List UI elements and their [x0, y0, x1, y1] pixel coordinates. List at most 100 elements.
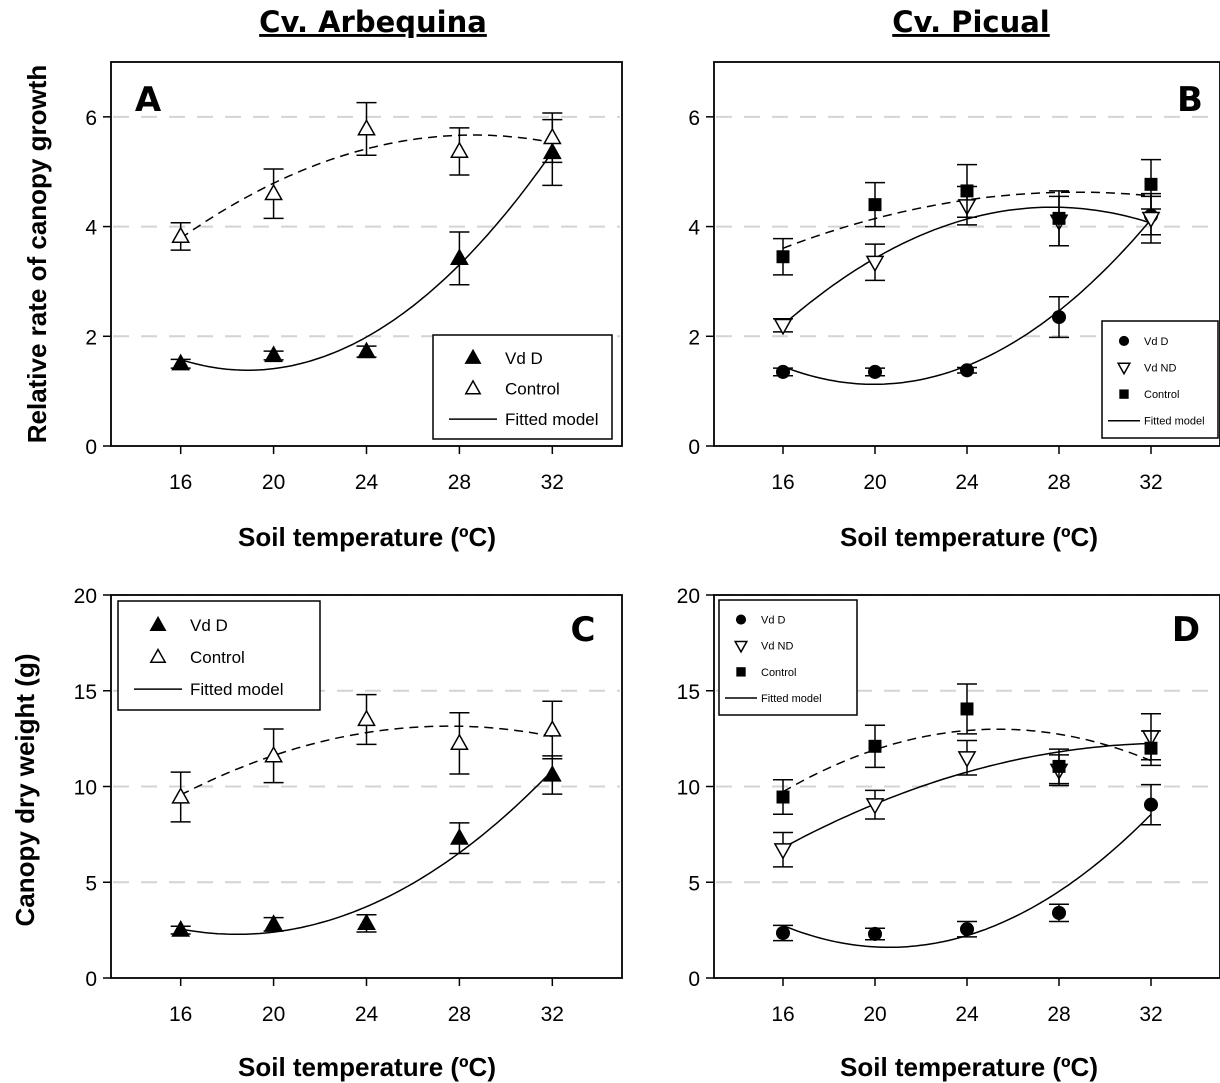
data-point-vd-d [959, 363, 975, 378]
data-point-vd-d [450, 248, 469, 265]
legend-marker-vd-nd [733, 640, 749, 654]
fitted-curve-vd-d [782, 219, 1152, 386]
x-tick-label: 16 [169, 1003, 192, 1026]
y-tick-label: 6 [688, 107, 700, 130]
data-point-vd-d [171, 353, 191, 371]
y-tick-label: 2 [85, 326, 97, 349]
panel-d: 0 5 10 15 20 16 20 24 28 32 D Vd D Vd ND Control Fitte… [677, 585, 1220, 1026]
column-title-arbequina: Cv. Arbequina [259, 5, 487, 39]
y-axis-title-bottom: Canopy dry weight (g) [10, 654, 40, 927]
legend: Vd D Vd ND Control Fitted model [1101, 320, 1219, 439]
data-point-control [868, 739, 882, 753]
y-tick-label: 0 [688, 436, 700, 459]
data-point-vd-d [357, 341, 376, 359]
data-point-vd-d [357, 913, 376, 931]
y-tick-label: 2 [688, 326, 700, 349]
legend-marker-control [149, 647, 167, 664]
data-point-vd-d [171, 920, 191, 937]
data-point-control [542, 719, 562, 737]
data-point-vd-d [1143, 797, 1159, 812]
y-tick-label: 0 [85, 968, 97, 991]
y-tick-label: 0 [85, 436, 97, 459]
y-tick-label: 0 [688, 968, 700, 991]
y-tick-label: 5 [688, 872, 700, 895]
legend: Vd D Control Fitted model [117, 600, 321, 711]
data-point-control [171, 786, 191, 804]
data-point-vd-nd [865, 255, 885, 273]
data-point-control [264, 183, 283, 201]
data-point-control [1052, 211, 1066, 225]
x-tick-label: 20 [863, 471, 886, 494]
data-point-control [1144, 177, 1158, 191]
x-axis-title-c: Soil temperature (ºC) [238, 1052, 496, 1082]
x-tick-label: 24 [955, 1003, 979, 1026]
legend-marker-vd-nd [1116, 362, 1132, 376]
data-point-vd-d [867, 364, 883, 379]
legend-label-control: Control [190, 648, 245, 667]
x-tick-label: 24 [355, 471, 379, 494]
legend-marker-control [736, 667, 746, 677]
data-point-vd-d [775, 364, 791, 379]
x-tick-label: 28 [1047, 471, 1070, 494]
data-point-vd-d [264, 914, 283, 931]
y-tick-label: 4 [688, 217, 700, 240]
data-point-control [1052, 759, 1066, 773]
data-point-vd-d [1051, 310, 1067, 325]
fitted-curve-vd-d [180, 151, 553, 371]
data-point-vd-nd [773, 318, 793, 336]
x-tick-label: 16 [771, 471, 794, 494]
y-tick-label: 20 [677, 585, 700, 608]
data-point-control [171, 226, 191, 244]
x-tick-label: 28 [448, 471, 471, 494]
y-tick-label: 6 [85, 107, 97, 130]
legend-label-control: Control [761, 667, 796, 679]
data-point-control [776, 250, 790, 264]
y-tick-label: 20 [74, 585, 97, 608]
legend-marker-vd-d [1118, 335, 1130, 347]
legend-frame [117, 600, 321, 711]
legend-label-vd-d: Vd D [761, 615, 786, 627]
legend-label-vd-d: Vd D [190, 616, 228, 635]
panel-letter: D [1172, 610, 1200, 650]
x-tick-label: 32 [1139, 1003, 1162, 1026]
data-point-vd-d [450, 828, 469, 845]
legend: Vd D Control Fitted model [432, 334, 613, 440]
data-point-control [776, 790, 790, 804]
legend: Vd D Vd ND Control Fitted model [718, 599, 858, 716]
legend-frame [432, 334, 613, 440]
y-tick-label: 4 [85, 217, 97, 240]
y-tick-label: 15 [677, 681, 700, 704]
data-point-control [542, 127, 562, 145]
panel-c: 0 5 10 15 20 16 20 24 28 32 C Vd D Control Fitted mod… [74, 585, 623, 1026]
x-tick-label: 32 [541, 471, 564, 494]
x-tick-label: 32 [1139, 471, 1162, 494]
legend-label-fitted-model: Fitted model [190, 680, 284, 699]
y-tick-label: 10 [74, 777, 97, 800]
y-tick-label: 10 [677, 777, 700, 800]
x-tick-label: 20 [262, 1003, 285, 1026]
legend-label-vd-d: Vd D [505, 349, 543, 368]
data-point-control [357, 118, 376, 136]
data-point-control [264, 745, 283, 763]
legend-label-control: Control [1144, 389, 1179, 401]
legend-label-fitted-model: Fitted model [1144, 416, 1205, 428]
fitted-curve-control [782, 191, 1152, 249]
data-point-control [960, 702, 974, 716]
data-point-control [357, 709, 376, 727]
y-axis-title-top: Relative rate of canopy growth [22, 65, 52, 444]
x-tick-label: 16 [169, 471, 192, 494]
data-point-control [1144, 741, 1158, 755]
data-point-vd-nd [957, 751, 977, 768]
x-tick-label: 20 [262, 471, 285, 494]
legend-marker-vd-d [464, 348, 482, 364]
x-tick-label: 20 [863, 1003, 886, 1026]
x-tick-label: 16 [771, 1003, 794, 1026]
legend-label-fitted-model: Fitted model [505, 410, 599, 429]
x-tick-label: 32 [541, 1003, 564, 1026]
y-tick-label: 5 [85, 872, 97, 895]
legend-label-vd-nd: Vd ND [761, 641, 793, 653]
column-title-picual: Cv. Picual [892, 5, 1049, 39]
